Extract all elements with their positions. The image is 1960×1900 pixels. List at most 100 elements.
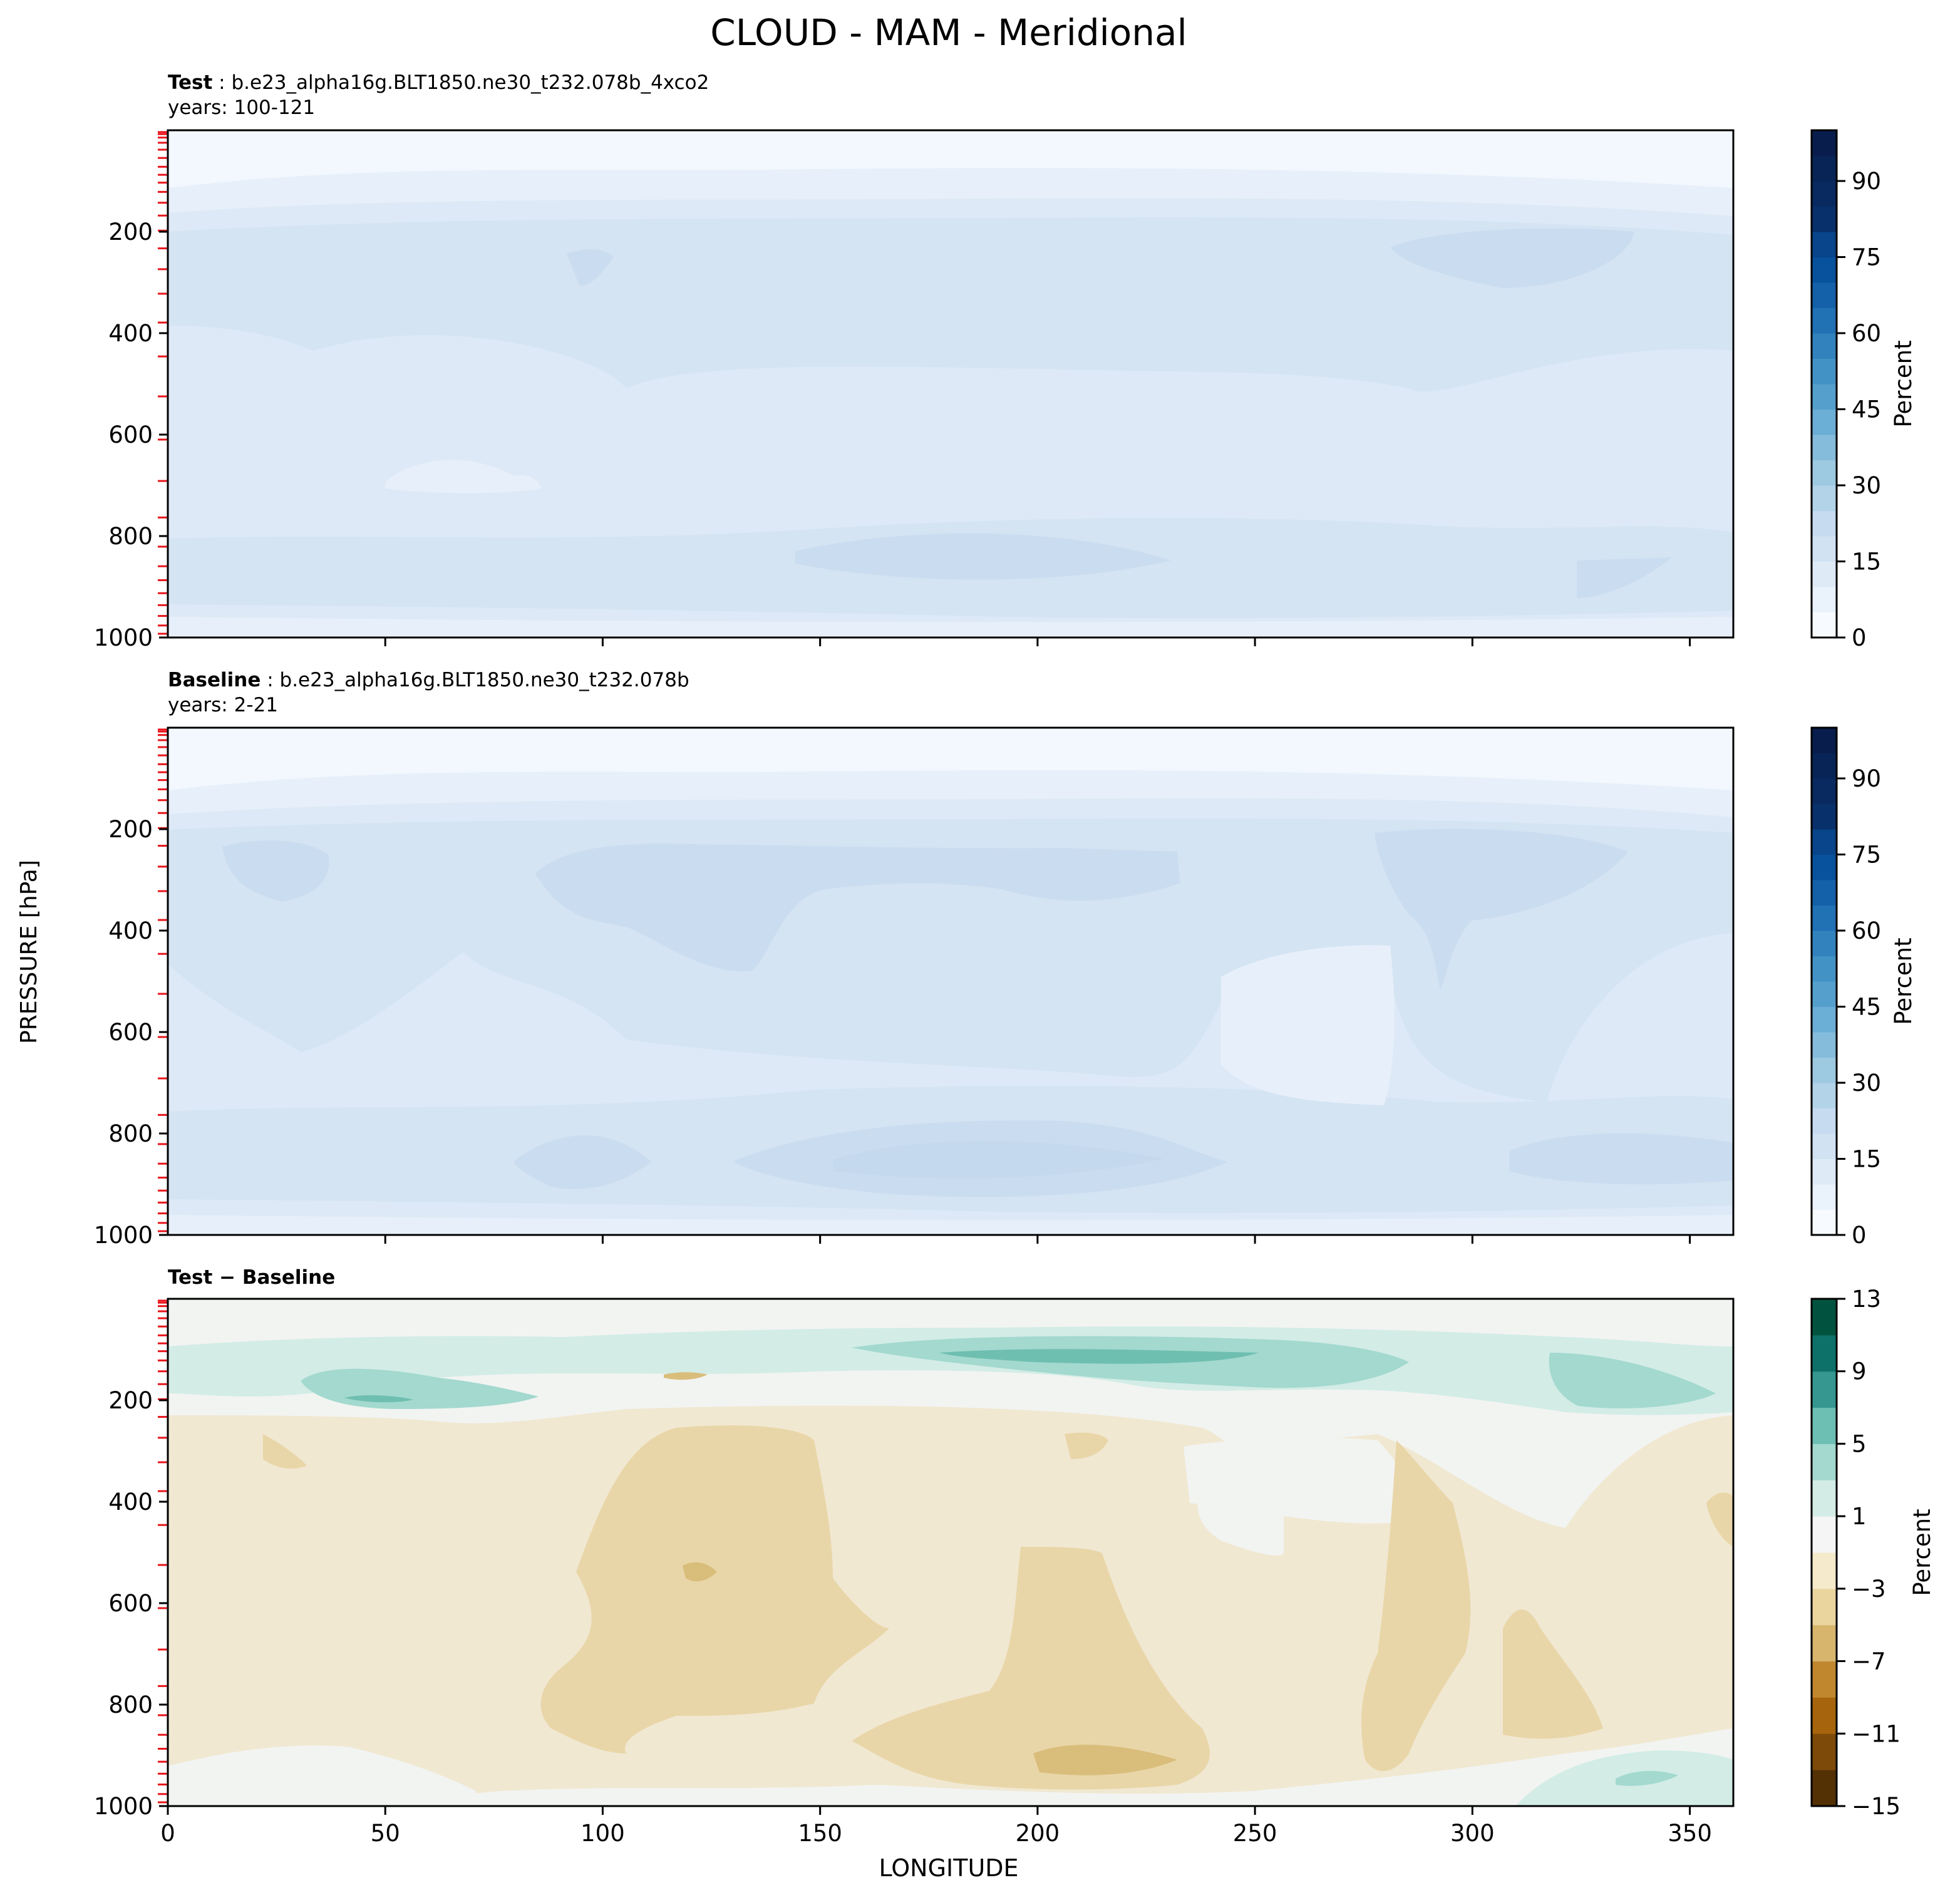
baseline-colorbar-segment bbox=[1812, 1006, 1837, 1033]
test-y-tick-label: 800 bbox=[108, 523, 153, 550]
baseline-model-level-ticks bbox=[158, 728, 168, 1232]
test-colorbar-segment bbox=[1812, 282, 1837, 308]
baseline-colorbar-segment bbox=[1812, 728, 1837, 753]
difference-negative-c bbox=[1361, 1440, 1471, 1772]
test-colorbar-segment bbox=[1812, 536, 1837, 562]
baseline-high-max-b bbox=[535, 844, 1180, 972]
figure-title: CLOUD - MAM - Meridional bbox=[710, 11, 1187, 54]
difference-x-tick-label: 0 bbox=[160, 1820, 175, 1847]
test-high-max bbox=[1390, 228, 1634, 288]
difference-negative-core-b bbox=[683, 1562, 717, 1582]
difference-colorbar-label: Percent bbox=[1909, 1509, 1936, 1596]
baseline-low-max-a bbox=[513, 1135, 651, 1189]
difference-negative-d bbox=[1503, 1609, 1603, 1739]
difference-colorbar-segment bbox=[1812, 1733, 1837, 1770]
test-colorbar-tick-label: 30 bbox=[1852, 472, 1881, 499]
difference-neutral-bottom bbox=[168, 1728, 1733, 1806]
baseline-colorbar-segment bbox=[1812, 1108, 1837, 1134]
difference-y-ticks: 200 400 600 800 1000 bbox=[94, 1387, 168, 1820]
difference-x-tick-label: 300 bbox=[1450, 1820, 1495, 1847]
baseline-clear-mid bbox=[1221, 945, 1395, 1105]
baseline-colorbar-segment bbox=[1812, 905, 1837, 931]
difference-colorbar-tick-label: −3 bbox=[1852, 1576, 1886, 1603]
test-band-cloud-high bbox=[168, 217, 1733, 392]
baseline-colorbar-segment bbox=[1812, 1184, 1837, 1210]
test-contour-field bbox=[168, 130, 1733, 638]
difference-colorbar-tick-label: 9 bbox=[1852, 1358, 1867, 1385]
baseline-contour-field bbox=[168, 728, 1733, 1235]
difference-colorbar-segment bbox=[1812, 1552, 1837, 1589]
baseline-colorbar-tick-label: 15 bbox=[1852, 1146, 1881, 1173]
test-panel-title: Test : b.e23_alpha16g.BLT1850.ne30_t232.… bbox=[168, 71, 709, 94]
difference-negative-a bbox=[540, 1425, 889, 1753]
test-colorbar-tick-label: 45 bbox=[1852, 396, 1881, 423]
difference-y-tick-label: 400 bbox=[108, 1489, 153, 1515]
baseline-low-max-d bbox=[1509, 1133, 1733, 1185]
test-colorbar-tick-label: 0 bbox=[1852, 624, 1867, 651]
test-model-level-ticks bbox=[158, 131, 168, 635]
baseline-panel-title: Baseline : b.e23_alpha16g.BLT1850.ne30_t… bbox=[168, 669, 689, 691]
baseline-colorbar-segment bbox=[1812, 931, 1837, 956]
baseline-colorbar-segment bbox=[1812, 981, 1837, 1007]
test-colorbar-segment bbox=[1812, 130, 1837, 156]
difference-positive-e bbox=[344, 1395, 413, 1403]
difference-colorbar-tick-label: 1 bbox=[1852, 1503, 1867, 1530]
test-title-rest: : b.e23_alpha16g.BLT1850.ne30_t232.078b_… bbox=[212, 71, 709, 94]
baseline-high-max-a bbox=[222, 840, 329, 902]
baseline-y-ticks: 200 400 600 800 1000 bbox=[94, 816, 168, 1249]
difference-colorbar-frame bbox=[1810, 1298, 1838, 1807]
difference-colorbar-segment bbox=[1812, 1480, 1837, 1517]
difference-negative-core-c bbox=[664, 1372, 708, 1380]
test-y-tick-label: 200 bbox=[108, 219, 153, 245]
difference-neutral-left-bottom bbox=[168, 1745, 476, 1806]
difference-y-tick-label: 600 bbox=[108, 1590, 153, 1617]
baseline-colorbar-frame bbox=[1810, 726, 1838, 1236]
baseline-high-max-c bbox=[1375, 829, 1628, 989]
baseline-colorbar-segment bbox=[1812, 854, 1837, 880]
test-colorbar-segment bbox=[1812, 409, 1837, 435]
test-colorbar: 0 15 30 45 60 75 90 bbox=[1810, 129, 1881, 651]
difference-negative-g bbox=[1706, 1492, 1733, 1547]
test-colorbar-segment bbox=[1812, 232, 1837, 257]
difference-x-ticks: 0 50 100 150 200 250 300 350 bbox=[160, 1806, 1712, 1847]
test-colorbar-segment bbox=[1812, 510, 1837, 537]
test-high-max-west bbox=[567, 249, 614, 286]
x-axis-label: LONGITUDE bbox=[879, 1854, 1018, 1882]
baseline-x-ticks bbox=[384, 1235, 1691, 1244]
baseline-colorbar-tick-label: 0 bbox=[1852, 1222, 1867, 1249]
panel-baseline: Baseline : b.e23_alpha16g.BLT1850.ne30_t… bbox=[94, 669, 1917, 1249]
baseline-colorbar-segment bbox=[1812, 956, 1837, 982]
baseline-y-tick-label: 800 bbox=[108, 1120, 153, 1147]
test-colorbar-segment bbox=[1812, 460, 1837, 486]
test-y-tick-label: 600 bbox=[108, 421, 153, 448]
baseline-colorbar: 0 15 30 45 60 75 90 bbox=[1810, 726, 1881, 1249]
difference-positive-bottom-core bbox=[1616, 1771, 1678, 1786]
difference-colorbar-segment bbox=[1812, 1624, 1837, 1662]
difference-colorbar: 13 9 5 1 −3 −7 −11 −15 bbox=[1810, 1286, 1901, 1820]
baseline-axes-frame bbox=[167, 726, 1735, 1236]
test-colorbar-segment bbox=[1812, 587, 1837, 612]
difference-negative-b bbox=[852, 1547, 1210, 1790]
test-colorbar-segment bbox=[1812, 485, 1837, 511]
test-colorbar-segment bbox=[1812, 155, 1837, 182]
baseline-y-tick-label: 600 bbox=[108, 1019, 153, 1046]
test-x-ticks bbox=[384, 638, 1691, 646]
difference-negative-f bbox=[263, 1434, 307, 1469]
baseline-colorbar-segment bbox=[1812, 1133, 1837, 1159]
test-colorbar-segment bbox=[1812, 257, 1837, 283]
difference-positive-c bbox=[1549, 1353, 1716, 1408]
test-colorbar-tick-label: 60 bbox=[1852, 320, 1881, 347]
test-colorbar-frame bbox=[1810, 129, 1838, 639]
difference-x-tick-label: 100 bbox=[580, 1820, 625, 1847]
test-colorbar-tick-label: 90 bbox=[1852, 168, 1881, 195]
test-clear-pocket bbox=[385, 460, 542, 493]
difference-x-tick-label: 250 bbox=[1233, 1820, 1277, 1847]
test-colorbar-segment bbox=[1812, 206, 1837, 232]
difference-panel-title: Test − Baseline bbox=[168, 1266, 335, 1289]
test-colorbar-label: Percent bbox=[1890, 340, 1917, 427]
baseline-y-tick-label: 1000 bbox=[94, 1222, 153, 1249]
difference-colorbar-tick-label: −7 bbox=[1852, 1648, 1886, 1675]
difference-x-tick-label: 350 bbox=[1668, 1820, 1712, 1847]
difference-colorbar-segment bbox=[1812, 1661, 1837, 1698]
baseline-colorbar-segment bbox=[1812, 778, 1837, 804]
